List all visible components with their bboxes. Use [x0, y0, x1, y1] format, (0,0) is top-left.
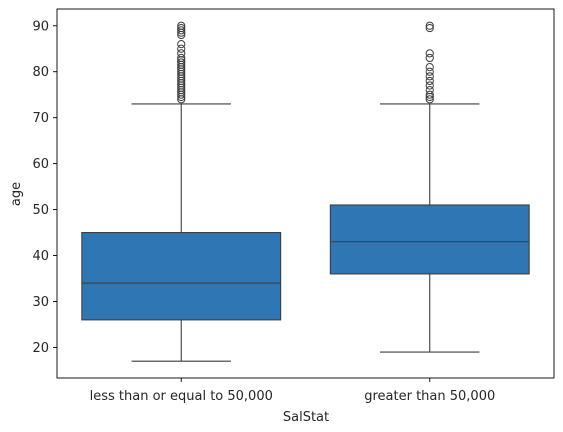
plot-area: [81, 21, 530, 362]
y-tick-label: 40: [32, 249, 49, 264]
iqr-box: [329, 204, 530, 275]
y-tick-label: 70: [32, 111, 49, 126]
plot-frame: [56, 8, 555, 379]
y-tick-label: 50: [32, 203, 49, 218]
box-group: [81, 21, 282, 362]
outlier-point: [425, 90, 434, 99]
y-axis: 20 30 40 50 60 70 80 90: [32, 19, 57, 356]
outlier-point: [177, 23, 186, 33]
outlier-point: [425, 86, 434, 95]
outlier-point: [177, 44, 186, 53]
outlier-point: [177, 58, 186, 67]
y-tick-label: 80: [32, 65, 49, 80]
outlier-point: [425, 63, 434, 72]
outlier-point: [177, 53, 186, 63]
outlier-point: [425, 53, 434, 63]
outlier-point: [425, 76, 434, 86]
outlier-point: [425, 81, 434, 90]
outlier-point: [425, 72, 434, 81]
y-tick-label: 60: [32, 157, 49, 172]
outlier-point: [425, 49, 434, 58]
y-tick-label: 90: [32, 19, 49, 34]
outlier-point: [177, 49, 186, 58]
y-axis-label: age: [9, 182, 24, 206]
x-axis-label: SalStat: [283, 410, 329, 425]
x-axis: less than or equal to 50,000 greater than…: [90, 378, 495, 404]
outlier-point: [177, 26, 186, 35]
x-tick-label: less than or equal to 50,000: [90, 389, 273, 404]
outlier-point: [425, 95, 434, 104]
outlier-point: [425, 67, 434, 76]
box-group: [329, 21, 530, 353]
iqr-box: [81, 232, 282, 321]
outlier-point: [425, 23, 434, 33]
x-tick-label: greater than 50,000: [364, 389, 495, 404]
outlier-point: [177, 21, 186, 30]
y-tick-label: 30: [32, 295, 49, 310]
outlier-point: [425, 21, 434, 30]
y-tick-label: 20: [32, 341, 49, 356]
outlier-point: [177, 40, 186, 49]
